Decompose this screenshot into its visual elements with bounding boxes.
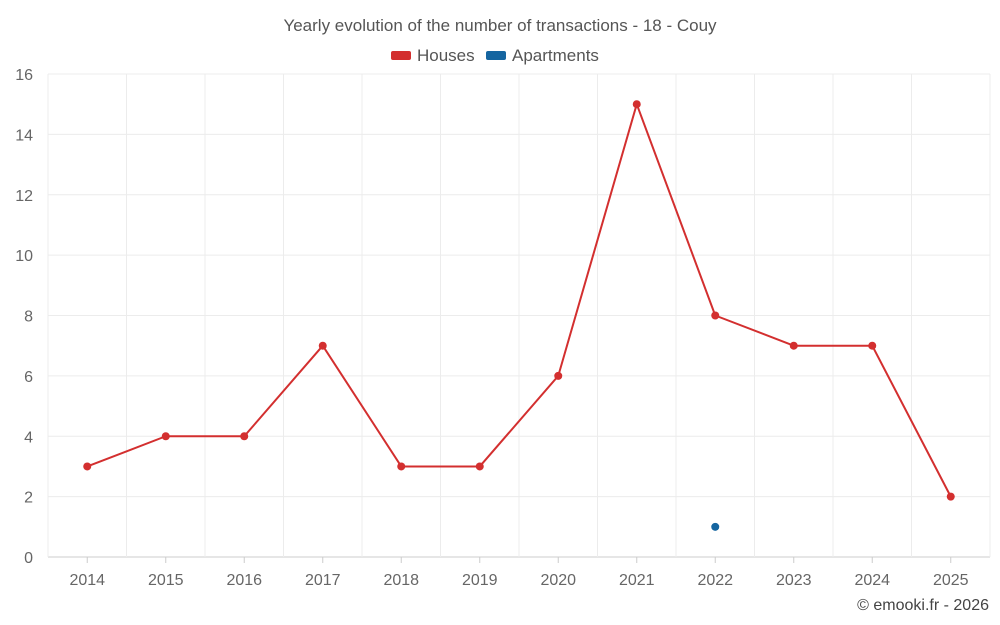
y-tick-label: 2 (24, 490, 33, 507)
x-tick-label: 2018 (383, 572, 419, 589)
x-tick-label: 2022 (697, 572, 733, 589)
y-tick-label: 8 (24, 309, 33, 326)
y-tick-label: 14 (15, 127, 33, 144)
grid (47, 73, 991, 558)
data-point-houses-2021[interactable] (632, 100, 641, 109)
series-apartments (711, 522, 720, 531)
data-point-houses-2023[interactable] (789, 341, 798, 350)
x-tick-label: 2017 (305, 572, 341, 589)
data-point-houses-2017[interactable] (318, 341, 327, 350)
x-tick-label: 2021 (619, 572, 655, 589)
series-line-houses (86, 103, 952, 498)
x-tick-label: 2015 (148, 572, 184, 589)
legend-swatch-apartments (486, 51, 506, 60)
y-tick-label: 10 (15, 248, 33, 265)
chart-title: Yearly evolution of the number of transa… (283, 16, 717, 35)
y-axis-ticks: 0 2 4 6 8 10 12 14 16 (15, 67, 33, 567)
x-tick-label: 2024 (854, 572, 890, 589)
data-point-houses-2018[interactable] (397, 462, 406, 471)
x-tick-label: 2023 (776, 572, 812, 589)
series-houses (83, 100, 955, 501)
data-point-houses-2022[interactable] (711, 311, 720, 320)
legend-swatch-houses (391, 51, 411, 60)
x-tick-label: 2016 (226, 572, 262, 589)
axes (86, 557, 952, 563)
y-tick-label: 6 (24, 369, 33, 386)
x-tick-label: 2020 (540, 572, 576, 589)
data-point-houses-2024[interactable] (868, 341, 877, 350)
x-axis-ticks: 2014 2015 2016 2017 2018 2019 2020 2021 2022 2023… (69, 572, 968, 589)
data-point-houses-2014[interactable] (83, 462, 92, 471)
y-tick-label: 16 (15, 67, 33, 84)
y-tick-label: 4 (24, 429, 33, 446)
y-tick-label: 0 (24, 550, 33, 567)
data-point-houses-2020[interactable] (554, 371, 563, 380)
credit-text: © emooki.fr - 2026 (857, 597, 989, 614)
data-point-houses-2019[interactable] (475, 462, 484, 471)
y-tick-label: 12 (15, 188, 33, 205)
x-tick-label: 2019 (462, 572, 498, 589)
x-tick-label: 2025 (933, 572, 969, 589)
x-tick-label: 2014 (69, 572, 105, 589)
legend: Houses Apartments (391, 46, 599, 65)
data-point-houses-2016[interactable] (240, 432, 249, 441)
data-point-houses-2015[interactable] (161, 432, 170, 441)
series (83, 100, 955, 531)
data-point-apartments-2022[interactable] (711, 522, 720, 531)
data-point-houses-2025[interactable] (946, 492, 955, 501)
legend-label-apartments[interactable]: Apartments (512, 46, 599, 65)
legend-label-houses[interactable]: Houses (417, 46, 475, 65)
